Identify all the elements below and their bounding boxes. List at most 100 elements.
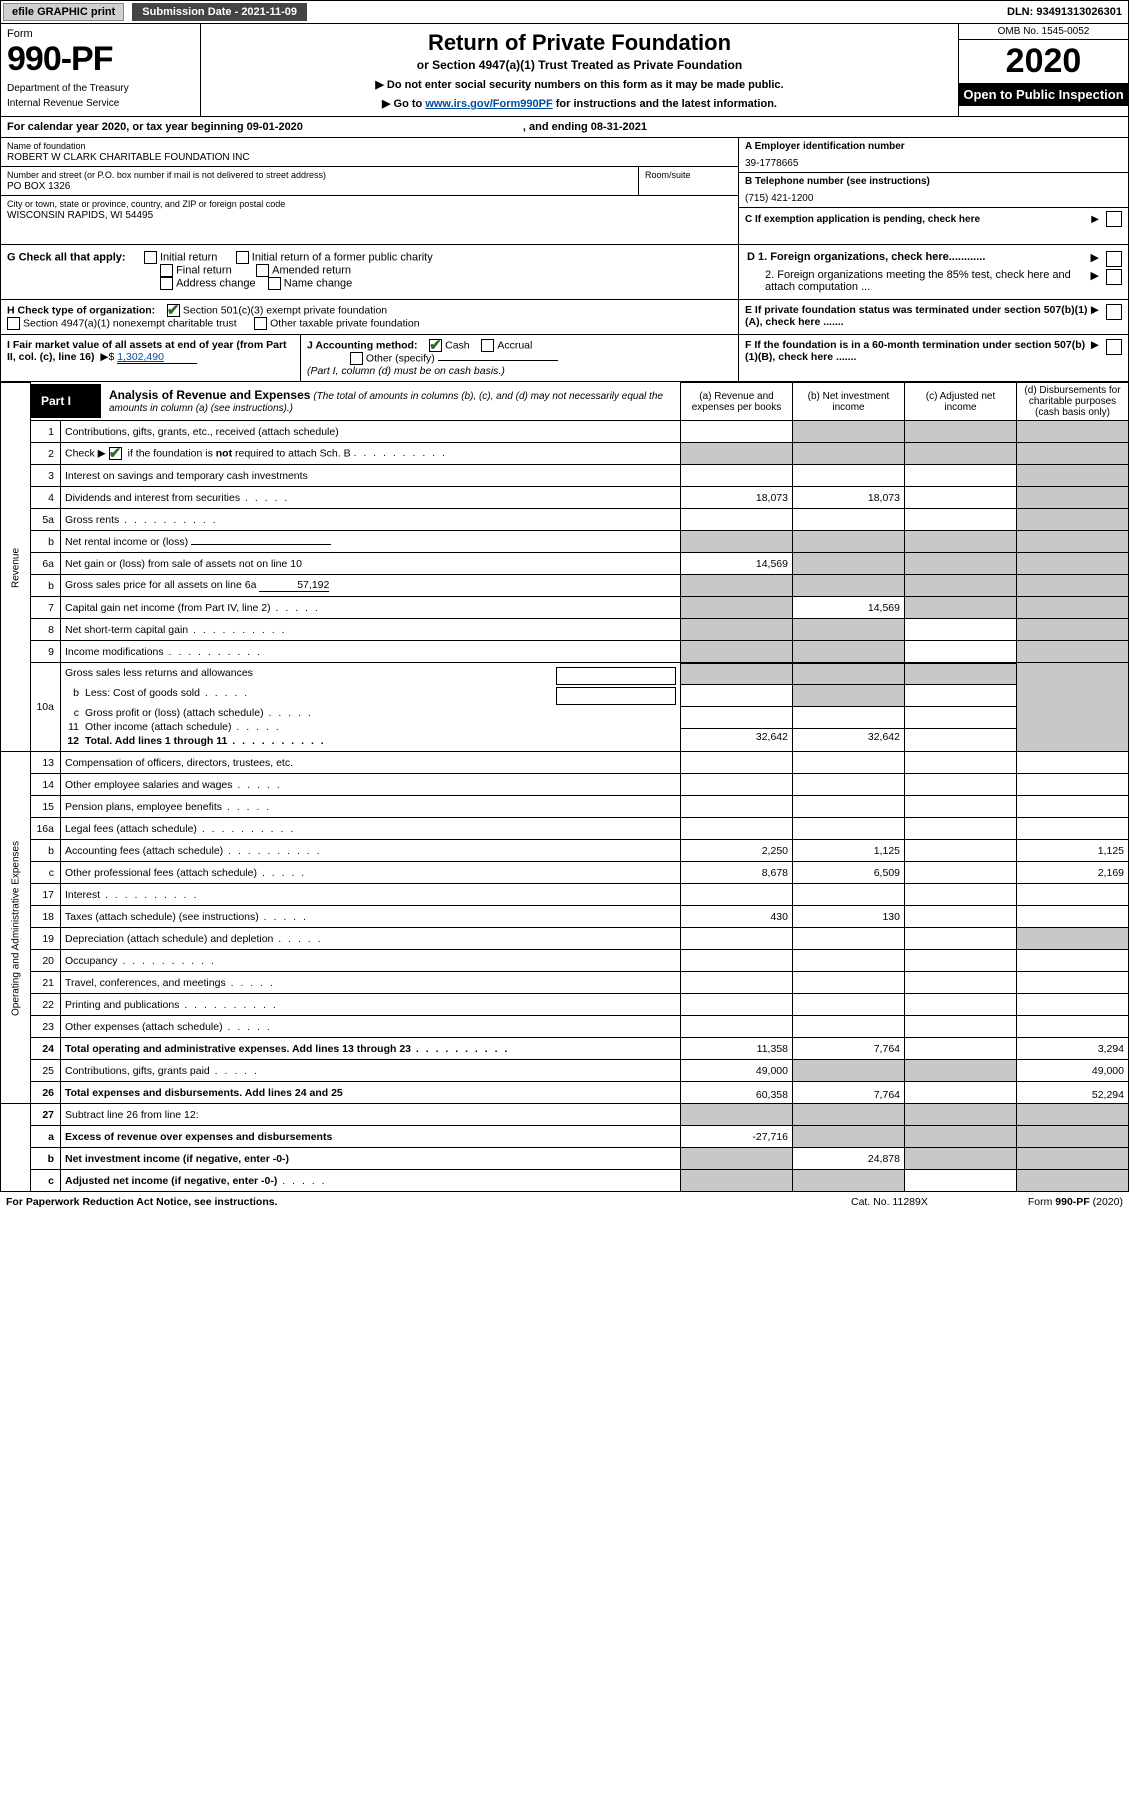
table-row: b Accounting fees (attach schedule) 2,25… — [1, 840, 1129, 862]
row-desc: Travel, conferences, and meetings — [61, 972, 681, 994]
row-desc: Excess of revenue over expenses and disb… — [61, 1126, 681, 1148]
table-row: 21 Travel, conferences, and meetings — [1, 972, 1129, 994]
row-desc: Contributions, gifts, grants, etc., rece… — [61, 421, 681, 443]
row-desc: Pension plans, employee benefits — [61, 796, 681, 818]
d1-checkbox[interactable] — [1106, 251, 1122, 267]
h-501c3-checkbox[interactable] — [167, 304, 180, 317]
row-num: 4 — [31, 487, 61, 509]
ssn-warning: ▶ Do not enter social security numbers o… — [207, 78, 952, 91]
row-desc: Depreciation (attach schedule) and deple… — [61, 928, 681, 950]
initial-return-checkbox[interactable] — [144, 251, 157, 264]
d2-label: 2. Foreign organizations meeting the 85%… — [747, 269, 1091, 293]
f-checkbox[interactable] — [1106, 339, 1122, 355]
h-opt1-label: Section 501(c)(3) exempt private foundat… — [183, 304, 387, 316]
f-label: F If the foundation is in a 60-month ter… — [745, 339, 1091, 363]
cash-checkbox[interactable] — [429, 339, 442, 352]
fmv-value[interactable]: 1,302,490 — [117, 351, 197, 364]
table-row: 1 Contributions, gifts, grants, etc., re… — [1, 421, 1129, 443]
cal-year-end: , and ending 08-31-2021 — [523, 121, 647, 133]
col-a-header: (a) Revenue and expenses per books — [681, 383, 793, 421]
rental-income-input[interactable] — [191, 544, 331, 545]
table-row: 2 Check ▶ if the foundation is not requi… — [1, 443, 1129, 465]
irs-link[interactable]: www.irs.gov/Form990PF — [425, 98, 552, 110]
submission-date-badge: Submission Date - 2021-11-09 — [132, 3, 307, 21]
row-desc: Net gain or (loss) from sale of assets n… — [61, 553, 681, 575]
table-row: 10a Gross sales less returns and allowan… — [1, 663, 1129, 752]
col-d-header: (d) Disbursements for charitable purpose… — [1017, 383, 1129, 421]
row-num: b — [31, 1148, 61, 1170]
amt-b: 24,878 — [793, 1148, 905, 1170]
row-desc: Gross sales price for all assets on line… — [61, 575, 681, 597]
table-row: 14 Other employee salaries and wages — [1, 774, 1129, 796]
d2-checkbox[interactable] — [1106, 269, 1122, 285]
amended-return-checkbox[interactable] — [256, 264, 269, 277]
address-change-checkbox[interactable] — [160, 277, 173, 290]
row-desc: Legal fees (attach schedule) — [61, 818, 681, 840]
table-row: 17 Interest — [1, 884, 1129, 906]
table-row: c Other professional fees (attach schedu… — [1, 862, 1129, 884]
footer-right: Form 990-PF (2020) — [1028, 1196, 1123, 1208]
top-bar: efile GRAPHIC print Submission Date - 20… — [0, 0, 1129, 24]
other-method-checkbox[interactable] — [350, 352, 363, 365]
row-desc: Printing and publications — [61, 994, 681, 1016]
h-other-checkbox[interactable] — [254, 317, 267, 330]
initial-former-checkbox[interactable] — [236, 251, 249, 264]
c-exemption-cell: C If exemption application is pending, c… — [739, 208, 1128, 230]
amt-12a: 32,642 — [681, 729, 792, 751]
col-b-header: (b) Net investment income — [793, 383, 905, 421]
e-checkbox[interactable] — [1106, 304, 1122, 320]
footer-left: For Paperwork Reduction Act Notice, see … — [6, 1196, 278, 1208]
row-num: 18 — [31, 906, 61, 928]
final-return-checkbox[interactable] — [160, 264, 173, 277]
amt-b: 7,764 — [793, 1038, 905, 1060]
h-4947-checkbox[interactable] — [7, 317, 20, 330]
schb-checkbox[interactable] — [109, 447, 122, 460]
amt-a: -27,716 — [681, 1126, 793, 1148]
row-num: 16a — [31, 818, 61, 840]
room-suite-cell: Room/suite — [638, 167, 738, 195]
table-row: 26 Total expenses and disbursements. Add… — [1, 1082, 1129, 1104]
foundation-name: ROBERT W CLARK CHARITABLE FOUNDATION INC — [7, 152, 732, 163]
table-row: Operating and Administrative Expenses 13… — [1, 752, 1129, 774]
row-desc-12: Total. Add lines 1 through 11 — [85, 735, 227, 747]
omb-number: OMB No. 1545-0052 — [959, 24, 1128, 40]
row-desc: Dividends and interest from securities — [61, 487, 681, 509]
accrual-checkbox[interactable] — [481, 339, 494, 352]
foundation-info: Name of foundation ROBERT W CLARK CHARIT… — [0, 138, 1129, 245]
row-num-10b: b — [65, 687, 85, 705]
row-desc: Capital gain net income (from Part IV, l… — [61, 597, 681, 619]
row-num: 3 — [31, 465, 61, 487]
cogs-input[interactable] — [556, 687, 676, 705]
city-label: City or town, state or province, country… — [7, 199, 732, 209]
gross-sales-input[interactable] — [556, 667, 676, 685]
table-row: 6a Net gain or (loss) from sale of asset… — [1, 553, 1129, 575]
address-change-label: Address change — [176, 277, 256, 289]
other-specify-input[interactable] — [438, 360, 558, 361]
c-checkbox[interactable] — [1106, 211, 1122, 227]
name-change-checkbox[interactable] — [268, 277, 281, 290]
g-check-row: G Check all that apply: Initial return I… — [0, 245, 1129, 300]
row-num: 19 — [31, 928, 61, 950]
goto-suffix: for instructions and the latest informat… — [553, 98, 777, 110]
row-num: 20 — [31, 950, 61, 972]
table-row: b Gross sales price for all assets on li… — [1, 575, 1129, 597]
row-desc: Net short-term capital gain — [61, 619, 681, 641]
row-desc: Taxes (attach schedule) (see instruction… — [61, 906, 681, 928]
row-desc: Total operating and administrative expen… — [61, 1038, 681, 1060]
row-num: 15 — [31, 796, 61, 818]
form-number: 990-PF — [7, 40, 194, 79]
goto-prefix: ▶ Go to — [382, 98, 425, 110]
amt-a: 11,358 — [681, 1038, 793, 1060]
row-desc: Total expenses and disbursements. Add li… — [61, 1082, 681, 1104]
arrow-icon: ▶ — [1091, 304, 1099, 316]
h-opt3-label: Other taxable private foundation — [270, 317, 419, 329]
efile-print-button[interactable]: efile GRAPHIC print — [3, 3, 124, 21]
row-num: 23 — [31, 1016, 61, 1038]
row-num: 2 — [31, 443, 61, 465]
amt-a: 60,358 — [681, 1082, 793, 1104]
row-num: 6a — [31, 553, 61, 575]
e-label: E If private foundation status was termi… — [745, 304, 1091, 328]
row-num: 25 — [31, 1060, 61, 1082]
h-row: H Check type of organization: Section 50… — [0, 300, 1129, 335]
arrow-icon: ▶ — [1091, 339, 1099, 351]
